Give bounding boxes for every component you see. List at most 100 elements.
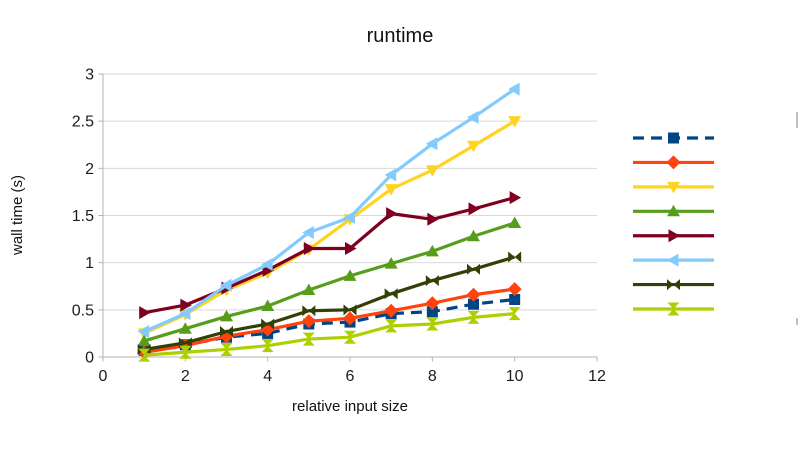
series-4-green-marker [220, 309, 233, 322]
series-2-orange-marker [425, 296, 440, 311]
series-2-orange [137, 282, 522, 360]
legend-marker-sample [668, 229, 680, 243]
series-6-light-blue-marker [343, 210, 355, 224]
series-8-yellow-green-line [144, 312, 515, 357]
series-6-light-blue-marker [508, 82, 520, 96]
y-tick-label: 1 [85, 255, 94, 272]
series-5-maroon-marker [427, 212, 439, 226]
series-2-orange-marker [343, 311, 357, 326]
series-2-orange-marker [507, 282, 522, 297]
series-4-green [137, 216, 522, 346]
series-8-yellow-green [138, 307, 521, 362]
legend-marker-sample [667, 302, 680, 316]
series-7-dark-olive [137, 251, 522, 355]
legend [633, 132, 714, 316]
series-8-yellow-green-marker [138, 348, 151, 362]
series-8-yellow-green-marker [302, 332, 315, 346]
series-3-yellow-marker [384, 184, 398, 196]
series-5-maroon-marker [139, 306, 151, 320]
series-1-dark-blue-marker [468, 298, 479, 310]
series-6-light-blue-marker [178, 307, 191, 321]
legend-item-series-7-dark-olive [633, 279, 714, 291]
series-8-yellow-green-marker [220, 342, 233, 356]
series-4-green-marker [467, 229, 480, 242]
legend-item-series-1-dark-blue [633, 132, 714, 144]
series-5-maroon-marker [345, 242, 357, 256]
x-tick-label: 10 [506, 368, 524, 385]
series-6-light-blue-marker [384, 168, 397, 182]
series-3-yellow-line [143, 119, 516, 335]
series-7-dark-olive-marker [425, 275, 439, 287]
chart-title: runtime [366, 25, 434, 47]
series-5-maroon-line [143, 196, 516, 315]
series-8-yellow-green-marker [467, 310, 480, 324]
series-3-yellow-marker [467, 140, 480, 153]
series-6-light-blue-marker [425, 137, 438, 151]
series-4-green-marker [384, 257, 398, 269]
legend-item-series-2-orange [633, 155, 714, 170]
series-4-green-marker [137, 334, 151, 346]
series-4-green-marker [425, 244, 439, 257]
y-tick-label: 2.5 [72, 114, 94, 131]
y-tick-label: 3 [85, 67, 94, 84]
series-4-green-marker [508, 216, 522, 229]
series-4-green-line [143, 221, 516, 343]
legend-marker-sample [667, 181, 680, 194]
x-tick-label: 6 [346, 368, 355, 385]
x-tick-label: 8 [428, 368, 437, 385]
legend-border-fragment [796, 112, 798, 325]
series-4-green-marker [343, 269, 357, 281]
series-3-yellow-marker [508, 116, 522, 128]
series-7-dark-olive-marker [467, 263, 480, 275]
series-2-orange-marker [384, 303, 399, 318]
series-8-yellow-green-marker [261, 339, 274, 353]
series-8-yellow-green-marker [508, 307, 521, 321]
series-5-maroon-marker [180, 298, 192, 312]
series-8-yellow-green-marker [344, 330, 356, 344]
series-6-light-blue-marker [467, 110, 479, 124]
series-7-dark-olive-marker [508, 251, 522, 263]
series-8-yellow-green-marker [385, 319, 398, 333]
series-7-dark-olive-marker [178, 337, 192, 349]
series-5-maroon-marker [509, 191, 522, 205]
legend-marker-sample [668, 132, 679, 144]
series-7-dark-olive-line [143, 255, 516, 352]
series-7-dark-olive-marker [220, 326, 233, 338]
x-tick-label: 4 [263, 368, 272, 385]
series-8-yellow-green-marker [426, 317, 439, 331]
series-2-orange-marker [466, 287, 481, 302]
x-axis-title: relative input size [292, 398, 408, 415]
series-6-light-blue-marker [302, 225, 314, 239]
legend-item-series-5-maroon [633, 229, 714, 243]
legend-marker-sample [667, 279, 680, 291]
series-7-dark-olive-marker [343, 304, 357, 316]
legend-marker-sample [667, 253, 679, 267]
legend-item-series-4-green [633, 204, 714, 217]
series-6-light-blue-marker [220, 278, 232, 292]
series-1-dark-blue-marker [509, 293, 521, 305]
x-tick-label: 0 [99, 368, 108, 385]
series-3-yellow-marker [425, 165, 439, 177]
x-tick-label: 2 [181, 368, 190, 385]
y-tick-label: 2 [85, 161, 94, 178]
series-5-maroon-marker [303, 242, 316, 256]
y-tick-label: 1.5 [72, 208, 94, 225]
series-5-maroon-marker [468, 202, 480, 216]
series-4-green-marker [178, 322, 192, 334]
series-5-maroon-marker [386, 207, 398, 221]
legend-item-series-3-yellow [633, 181, 714, 194]
series-4-green-marker [302, 283, 316, 296]
legend-marker-sample [667, 204, 680, 217]
x-tick-label: 12 [588, 368, 606, 385]
series-1-dark-blue-marker [426, 306, 438, 318]
series-5-maroon [139, 191, 522, 320]
series-4-green-marker [261, 299, 275, 312]
series-7-dark-olive-marker [384, 288, 398, 300]
series-6-light-blue [137, 82, 520, 339]
series-7-dark-olive-marker [302, 305, 316, 317]
series-7-dark-olive-marker [261, 318, 275, 330]
legend-item-series-8-yellow-green [633, 302, 714, 316]
legend-marker-sample [666, 155, 681, 170]
